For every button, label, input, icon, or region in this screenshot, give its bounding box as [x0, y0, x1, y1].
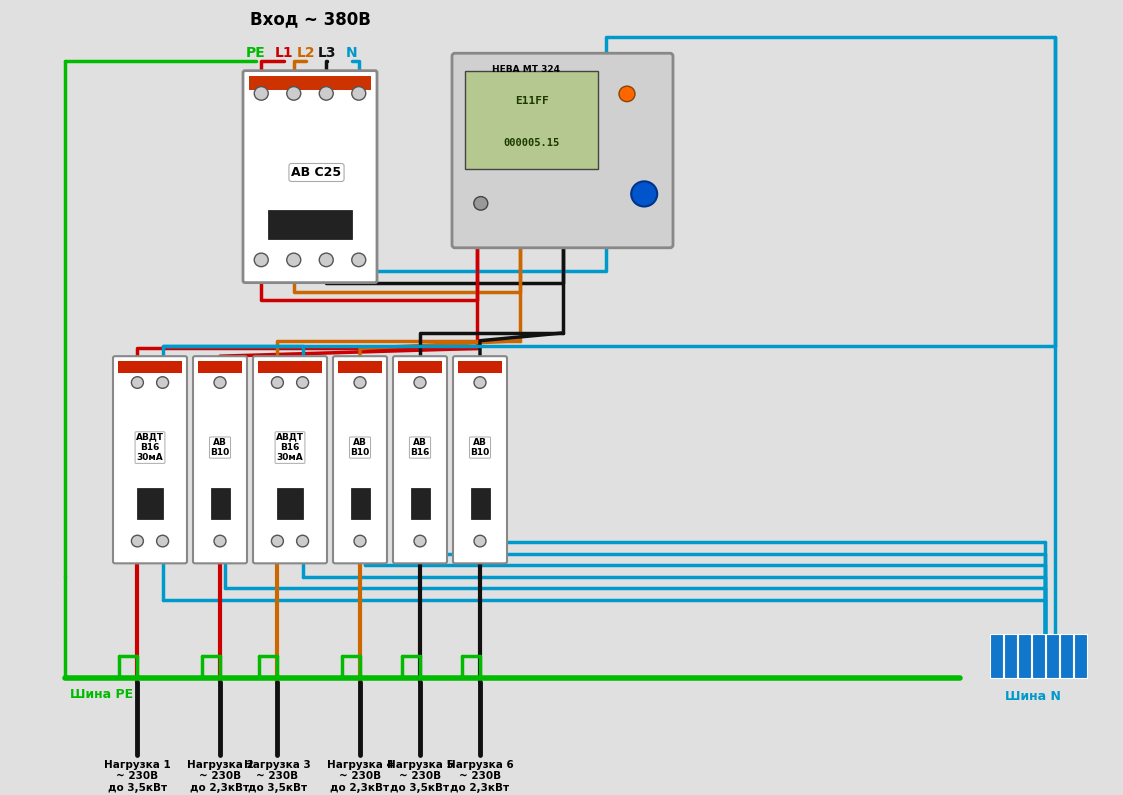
Bar — [465, 72, 599, 169]
Bar — [1019, 634, 1031, 677]
Circle shape — [286, 87, 301, 100]
Text: L2: L2 — [296, 46, 316, 60]
Text: Нагрузка 3
~ 230В
до 3,5кВт: Нагрузка 3 ~ 230В до 3,5кВт — [244, 760, 311, 793]
Bar — [398, 361, 442, 373]
Text: 000005.15: 000005.15 — [503, 138, 559, 148]
Circle shape — [214, 535, 226, 547]
Bar — [1060, 634, 1072, 677]
Circle shape — [254, 87, 268, 100]
Bar — [350, 488, 369, 518]
FancyBboxPatch shape — [393, 356, 447, 564]
Bar — [1046, 634, 1059, 677]
Text: АВ
В10: АВ В10 — [210, 438, 229, 457]
Circle shape — [131, 535, 144, 547]
FancyBboxPatch shape — [113, 356, 188, 564]
FancyBboxPatch shape — [243, 71, 377, 283]
Circle shape — [354, 535, 366, 547]
Text: Нагрузка 5
~ 230В
до 3,5кВт: Нагрузка 5 ~ 230В до 3,5кВт — [386, 760, 454, 793]
Text: L1: L1 — [275, 46, 293, 60]
Circle shape — [619, 86, 634, 102]
FancyBboxPatch shape — [451, 53, 673, 248]
Text: Шина РЕ: Шина РЕ — [70, 688, 134, 701]
Bar — [338, 361, 382, 373]
Circle shape — [351, 253, 366, 266]
Circle shape — [254, 253, 268, 266]
Text: АВДТ
В16
30мА: АВДТ В16 30мА — [136, 432, 164, 463]
FancyBboxPatch shape — [334, 356, 387, 564]
Bar — [990, 634, 1003, 677]
Circle shape — [474, 196, 487, 210]
Circle shape — [474, 535, 486, 547]
Text: НЕВА МТ 324: НЕВА МТ 324 — [492, 65, 560, 74]
Circle shape — [319, 253, 334, 266]
Text: АВДТ
В16
30мА: АВДТ В16 30мА — [276, 432, 304, 463]
Bar — [471, 488, 490, 518]
Text: L3: L3 — [318, 46, 336, 60]
Circle shape — [319, 87, 334, 100]
Bar — [258, 361, 322, 373]
Circle shape — [131, 377, 144, 388]
Circle shape — [296, 535, 309, 547]
Text: АВ
В10: АВ В10 — [350, 438, 369, 457]
Circle shape — [414, 377, 426, 388]
FancyBboxPatch shape — [253, 356, 327, 564]
Text: Вход ~ 380В: Вход ~ 380В — [249, 10, 371, 29]
FancyBboxPatch shape — [453, 356, 506, 564]
Text: Нагрузка 6
~ 230В
до 2,3кВт: Нагрузка 6 ~ 230В до 2,3кВт — [447, 760, 513, 793]
Bar — [198, 361, 241, 373]
Bar — [1032, 634, 1046, 677]
Text: АВ
В10: АВ В10 — [471, 438, 490, 457]
Text: E11FF: E11FF — [514, 96, 548, 107]
Circle shape — [351, 87, 366, 100]
FancyBboxPatch shape — [193, 356, 247, 564]
Text: АВ С25: АВ С25 — [292, 166, 341, 179]
Circle shape — [474, 377, 486, 388]
Circle shape — [286, 253, 301, 266]
Circle shape — [296, 377, 309, 388]
Bar — [1074, 634, 1087, 677]
Circle shape — [272, 377, 283, 388]
Text: N: N — [346, 46, 358, 60]
Text: Нагрузка 2
~ 230В
до 2,3кВт: Нагрузка 2 ~ 230В до 2,3кВт — [186, 760, 254, 793]
Circle shape — [156, 535, 168, 547]
Bar — [118, 361, 182, 373]
Text: Нагрузка 1
~ 230В
до 3,5кВт: Нагрузка 1 ~ 230В до 3,5кВт — [104, 760, 171, 793]
Bar — [1004, 634, 1017, 677]
Text: PE: PE — [246, 46, 266, 60]
Text: АВ
В16: АВ В16 — [410, 438, 430, 457]
Bar — [458, 361, 502, 373]
Bar — [137, 488, 163, 518]
Circle shape — [631, 181, 657, 207]
Circle shape — [156, 377, 168, 388]
Bar — [267, 210, 353, 239]
Circle shape — [414, 535, 426, 547]
Bar — [249, 76, 371, 90]
Circle shape — [354, 377, 366, 388]
Circle shape — [272, 535, 283, 547]
Bar — [411, 488, 429, 518]
Bar — [210, 488, 229, 518]
Circle shape — [214, 377, 226, 388]
Bar — [276, 488, 303, 518]
Text: Нагрузка 4
~ 230В
до 2,3кВт: Нагрузка 4 ~ 230В до 2,3кВт — [327, 760, 393, 793]
Text: Шина N: Шина N — [1005, 690, 1061, 704]
